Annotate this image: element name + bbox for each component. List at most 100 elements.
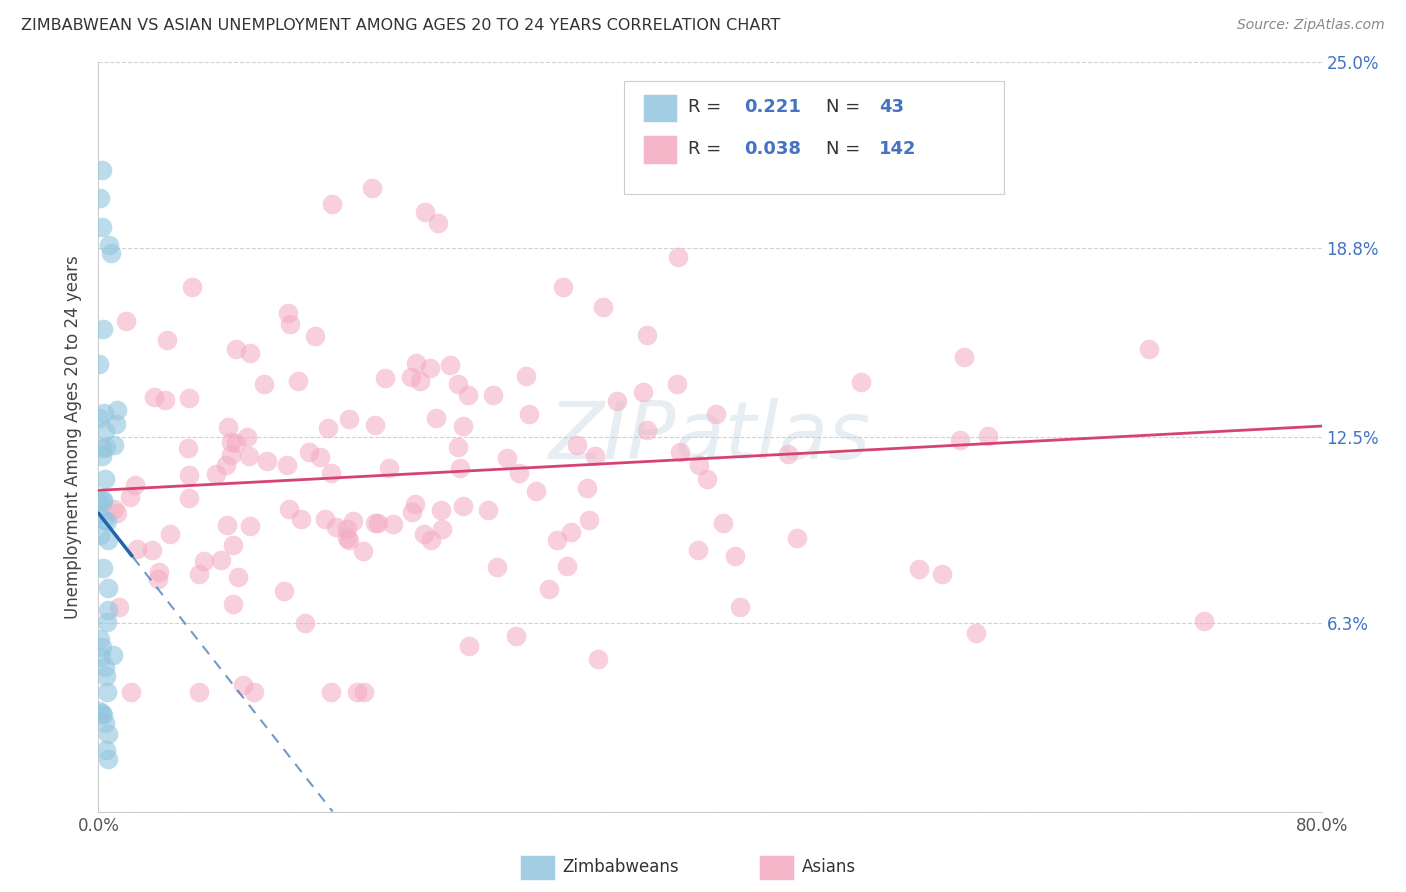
Point: [93, 660, 115, 674]
Point: [225, 436, 247, 450]
Point: [148, 565, 170, 579]
Point: [90, 649, 112, 664]
Point: [287, 374, 309, 388]
Point: [238, 449, 260, 463]
Point: [276, 458, 298, 472]
Text: 0.221: 0.221: [744, 98, 801, 116]
Point: [89, 191, 111, 205]
Point: [91, 494, 114, 508]
Point: [89, 508, 111, 522]
Point: [188, 685, 211, 699]
Point: [93, 406, 115, 420]
Point: [457, 639, 479, 653]
Point: [409, 374, 432, 388]
Point: [181, 280, 204, 294]
Point: [103, 438, 125, 452]
Point: [153, 392, 176, 407]
Point: [232, 677, 254, 691]
Point: [412, 527, 434, 541]
Point: [517, 407, 540, 421]
Point: [179, 468, 201, 483]
Point: [91, 321, 114, 335]
Point: [96, 615, 118, 629]
Point: [1137, 342, 1160, 356]
Point: [89, 632, 111, 646]
Point: [578, 513, 600, 527]
Point: [786, 531, 808, 545]
Point: [97, 582, 120, 596]
Point: [87, 495, 110, 509]
FancyBboxPatch shape: [643, 135, 678, 163]
Point: [353, 685, 375, 699]
Point: [668, 444, 690, 458]
Point: [364, 516, 387, 531]
Point: [273, 583, 295, 598]
Point: [583, 449, 606, 463]
Point: [526, 483, 548, 498]
Point: [221, 538, 243, 552]
Point: [107, 599, 129, 614]
Point: [325, 520, 347, 534]
Point: [91, 449, 114, 463]
Point: [404, 497, 426, 511]
Point: [515, 369, 537, 384]
Point: [575, 481, 598, 495]
Point: [193, 554, 215, 568]
Point: [451, 499, 474, 513]
Point: [482, 388, 505, 402]
Point: [337, 411, 360, 425]
Point: [120, 685, 142, 699]
Point: [686, 543, 709, 558]
Point: [239, 518, 262, 533]
FancyBboxPatch shape: [624, 81, 1004, 194]
Point: [696, 472, 718, 486]
Point: [93, 424, 115, 438]
Text: 0.038: 0.038: [744, 140, 801, 158]
Point: [290, 511, 312, 525]
Point: [439, 359, 461, 373]
Point: [537, 582, 560, 597]
Text: N =: N =: [827, 140, 866, 158]
Point: [277, 305, 299, 319]
Point: [177, 491, 200, 505]
Point: [91, 492, 114, 507]
Point: [205, 467, 228, 481]
Point: [156, 333, 179, 347]
Point: [91, 561, 114, 575]
Point: [97, 752, 120, 766]
Point: [104, 417, 127, 431]
Point: [724, 549, 747, 564]
Point: [97, 237, 120, 252]
Point: [360, 181, 382, 195]
Point: [949, 433, 972, 447]
Point: [209, 553, 232, 567]
Point: [298, 445, 321, 459]
Point: [94, 669, 117, 683]
Point: [399, 369, 422, 384]
Point: [316, 421, 339, 435]
Point: [105, 506, 128, 520]
Point: [91, 219, 114, 234]
Point: [505, 629, 527, 643]
Point: [631, 385, 654, 400]
Point: [451, 419, 474, 434]
Point: [125, 542, 148, 557]
Point: [430, 522, 453, 536]
FancyBboxPatch shape: [643, 94, 678, 122]
Point: [959, 100, 981, 114]
Point: [849, 375, 872, 389]
Point: [565, 438, 588, 452]
Point: [447, 441, 470, 455]
Point: [367, 516, 389, 530]
Point: [336, 522, 359, 536]
Text: 43: 43: [879, 98, 904, 116]
Point: [278, 317, 301, 331]
Point: [508, 466, 530, 480]
Point: [243, 685, 266, 699]
Point: [188, 566, 211, 581]
Point: [319, 466, 342, 480]
Point: [253, 377, 276, 392]
Text: 142: 142: [879, 140, 917, 158]
Point: [457, 388, 479, 402]
Point: [217, 518, 239, 533]
